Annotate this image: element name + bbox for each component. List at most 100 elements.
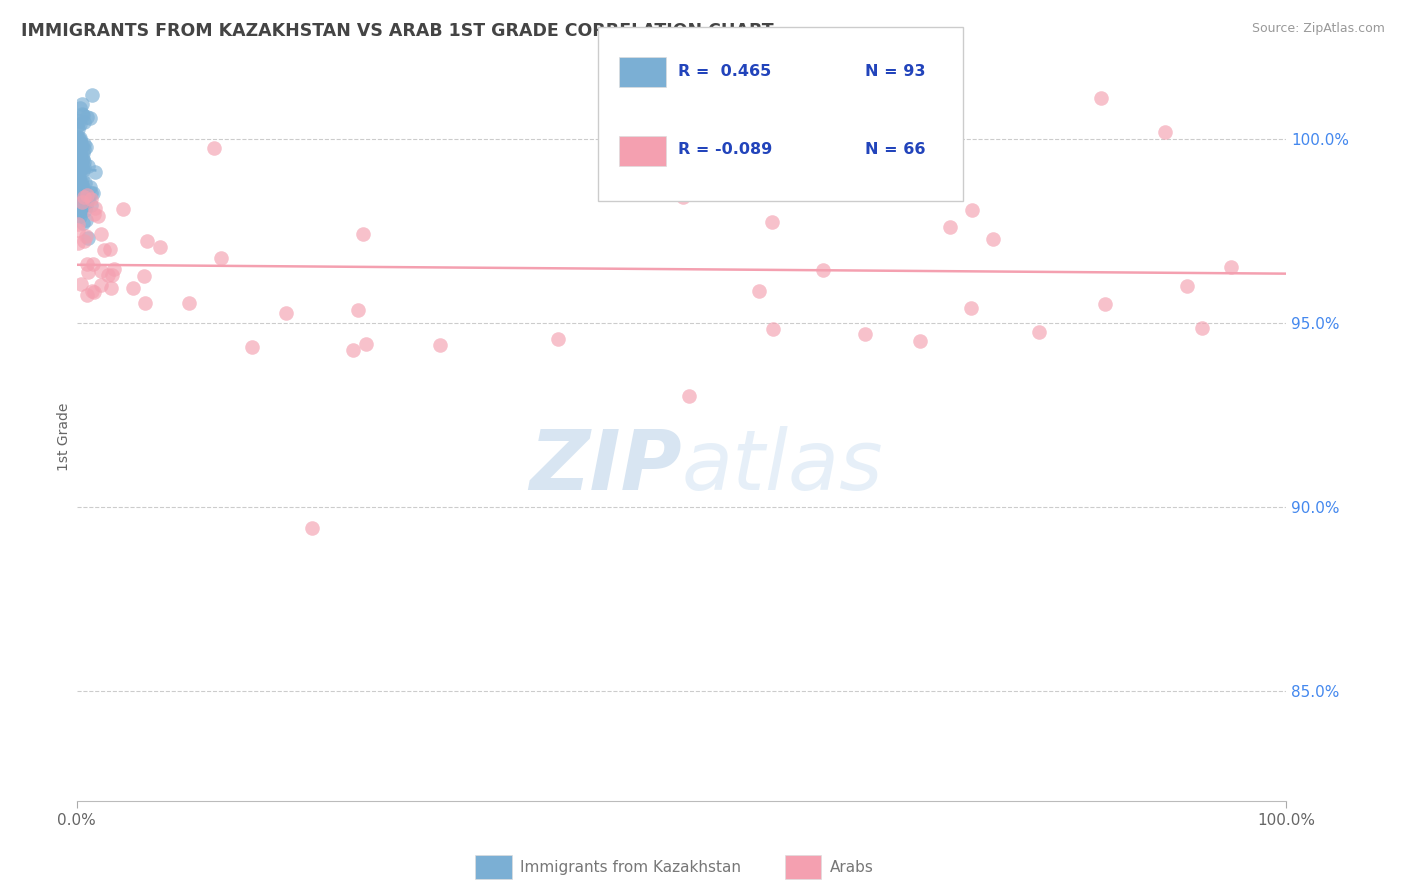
Point (66, 135, 89, 149)
Point (77, 230, 100, 244)
Point (70, 194, 93, 209)
Point (77, 192, 100, 206)
Point (97, 268, 120, 282)
Point (66, 159, 89, 173)
Point (69, 164, 91, 178)
Text: ZIP: ZIP (529, 425, 682, 507)
Point (69, 147, 91, 161)
Text: atlas: atlas (682, 425, 883, 507)
Point (67, 161, 90, 176)
Text: IMMIGRANTS FROM KAZAKHSTAN VS ARAB 1ST GRADE CORRELATION CHART: IMMIGRANTS FROM KAZAKHSTAN VS ARAB 1ST G… (21, 22, 773, 40)
Point (67, 121, 90, 136)
Point (179, 296, 201, 310)
Point (69, 145, 91, 159)
Point (748, 284, 770, 298)
Point (981, 232, 1004, 246)
Point (1154, 125, 1177, 139)
Point (69, 133, 91, 147)
Text: N = 93: N = 93 (865, 64, 925, 78)
Y-axis label: 1st Grade: 1st Grade (58, 403, 72, 471)
Text: R =  0.465: R = 0.465 (678, 64, 770, 78)
Point (69, 180, 91, 194)
Point (90, 277, 112, 292)
Point (69, 182, 91, 196)
Point (136, 235, 159, 249)
Point (76, 187, 98, 202)
Point (73, 154, 96, 169)
Point (811, 263, 834, 277)
Point (70, 160, 93, 174)
Point (66, 193, 89, 207)
Point (69, 130, 91, 145)
Point (73, 177, 96, 191)
Point (959, 301, 981, 315)
Point (82, 186, 104, 200)
Point (67, 139, 90, 153)
Point (73, 136, 96, 151)
Point (122, 281, 145, 295)
Point (72, 108, 94, 122)
Text: Arabs: Arabs (830, 860, 873, 874)
Point (66, 150, 89, 164)
Point (93, 243, 115, 257)
Point (79, 179, 101, 194)
Point (354, 337, 377, 351)
Point (761, 215, 783, 229)
Point (678, 389, 700, 403)
Point (77, 159, 100, 173)
Point (80, 285, 103, 299)
Point (111, 202, 134, 216)
Point (66, 131, 89, 145)
Point (66, 165, 89, 179)
Point (69, 277, 91, 291)
Point (1094, 296, 1116, 310)
Point (76, 110, 98, 124)
Point (1175, 279, 1198, 293)
Point (70, 176, 93, 190)
Text: Immigrants from Kazakhstan: Immigrants from Kazakhstan (520, 860, 741, 874)
Point (853, 327, 876, 342)
Point (1090, 91, 1112, 105)
Point (73, 161, 96, 175)
Point (547, 332, 569, 346)
Point (134, 296, 156, 310)
Point (69, 185, 91, 199)
Point (69, 178, 91, 193)
Point (762, 322, 785, 336)
Point (76, 265, 98, 279)
Point (69, 181, 91, 195)
Point (240, 340, 263, 354)
Point (103, 261, 125, 276)
Point (960, 202, 983, 217)
Point (84, 201, 107, 215)
Point (67, 205, 90, 219)
Point (90, 227, 112, 242)
Point (80, 197, 103, 211)
Point (69, 181, 91, 195)
Point (1219, 260, 1241, 275)
Point (75, 212, 97, 227)
Point (67, 140, 90, 154)
Point (69, 205, 91, 219)
Point (72, 216, 94, 230)
Text: N = 66: N = 66 (865, 143, 925, 157)
Point (83, 285, 105, 300)
Point (66, 181, 89, 195)
Point (347, 302, 370, 317)
Point (1191, 321, 1213, 335)
Point (72, 180, 94, 194)
Point (938, 219, 960, 234)
Point (70, 97, 93, 112)
Point (202, 141, 225, 155)
Point (87, 209, 110, 223)
Point (66, 136, 89, 151)
Point (84, 165, 107, 179)
Point (67, 114, 90, 128)
Point (75, 198, 97, 212)
Point (72, 170, 94, 185)
Point (67, 139, 90, 153)
Point (67, 196, 90, 211)
Point (80, 186, 103, 200)
Point (69, 180, 91, 194)
Point (67, 199, 90, 213)
